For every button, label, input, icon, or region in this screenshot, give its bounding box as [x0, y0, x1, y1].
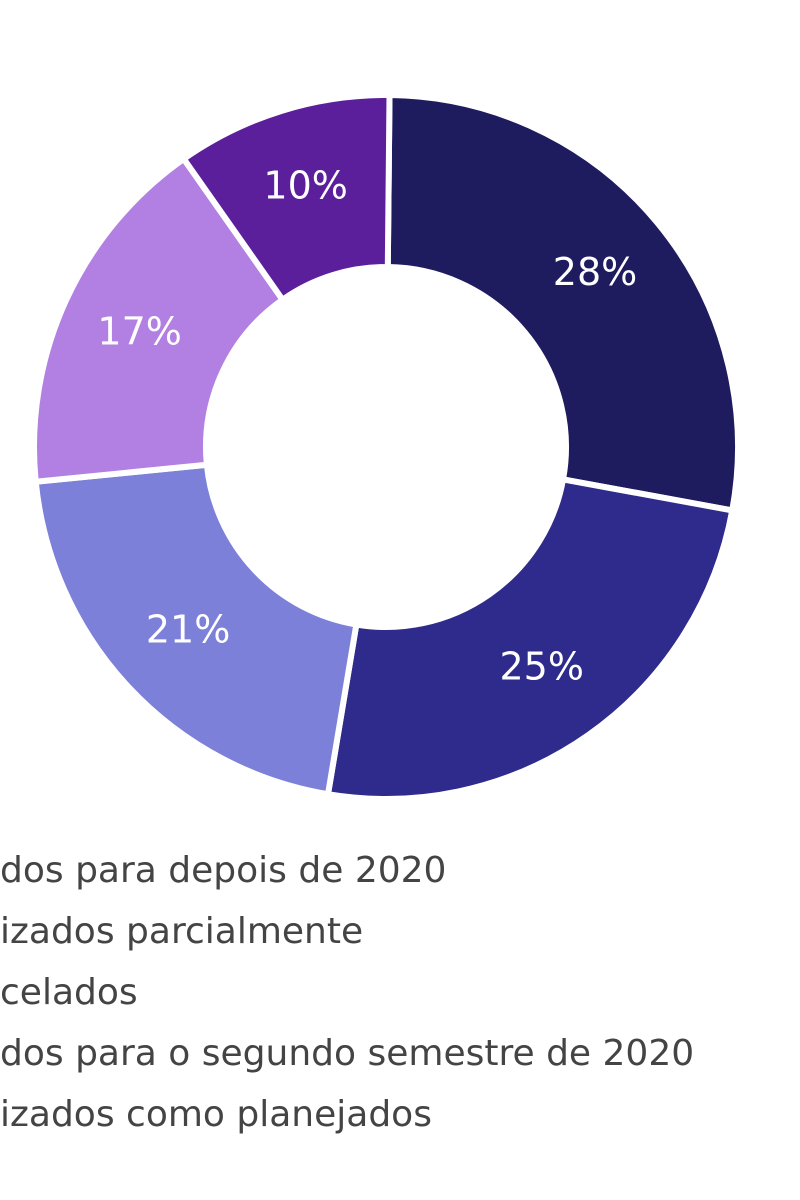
slice — [384, 91, 741, 514]
value-label: 10% — [263, 164, 347, 208]
legend-label: dos para depois de 2020 — [0, 850, 446, 891]
legend-label: dos para o segundo semestre de 2020 — [0, 1033, 694, 1074]
value-label: 28% — [553, 250, 637, 294]
slice — [179, 92, 393, 304]
slice — [32, 461, 360, 798]
value-label: 17% — [97, 310, 181, 354]
slice — [324, 475, 736, 802]
legend-label: izados como planejados — [0, 1094, 432, 1135]
value-label: 25% — [499, 644, 583, 688]
slice — [31, 154, 287, 486]
legend-label: izados parcialmente — [0, 911, 363, 952]
value-label: 21% — [146, 608, 230, 652]
legend-label: celados — [0, 972, 138, 1013]
